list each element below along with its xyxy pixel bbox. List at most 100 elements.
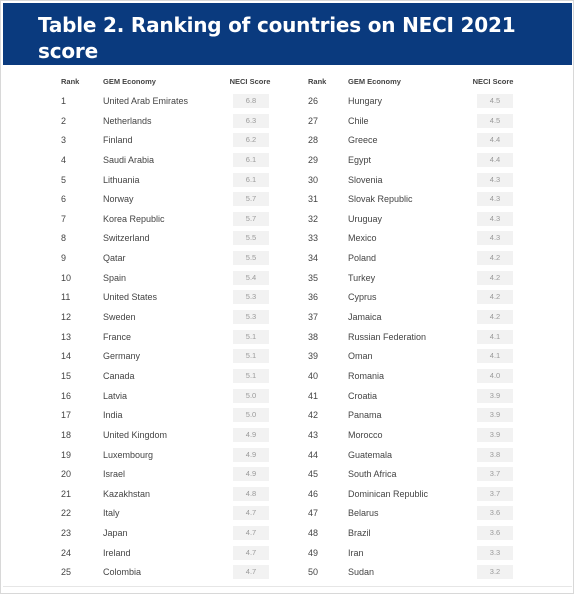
score-cell: 4.5 bbox=[477, 94, 513, 108]
column-header-economy: GEM Economy bbox=[103, 77, 156, 86]
rank-cell: 49 bbox=[308, 547, 319, 558]
rank-cell: 42 bbox=[308, 410, 319, 421]
score-cell: 3.9 bbox=[477, 388, 513, 403]
score-cell: 4.4 bbox=[477, 133, 513, 148]
economy-cell: Qatar bbox=[103, 253, 126, 264]
economy-cell: Korea Republic bbox=[103, 213, 165, 224]
score-cell: 4.7 bbox=[233, 565, 269, 580]
rank-cell: 11 bbox=[61, 292, 71, 303]
rank-cell: 2 bbox=[61, 115, 67, 126]
economy-cell: Morocco bbox=[348, 429, 383, 440]
column-header-economy: GEM Economy bbox=[348, 77, 401, 86]
economy-cell: Slovenia bbox=[348, 174, 383, 185]
economy-cell: Italy bbox=[103, 508, 120, 519]
column-header-score: NECI Score bbox=[229, 77, 271, 86]
rank-cell: 30 bbox=[308, 174, 319, 185]
column-header-score: NECI Score bbox=[472, 77, 514, 86]
economy-cell: Cyprus bbox=[348, 292, 377, 303]
score-cell: 4.3 bbox=[477, 231, 513, 246]
rank-cell: 12 bbox=[61, 312, 72, 323]
score-cell: 4.8 bbox=[233, 486, 269, 501]
rank-cell: 35 bbox=[308, 272, 319, 283]
economy-cell: Latvia bbox=[103, 390, 128, 401]
rank-cell: 38 bbox=[308, 331, 319, 342]
economy-cell: Japan bbox=[103, 528, 128, 539]
economy-cell: India bbox=[103, 410, 123, 421]
economy-cell: United Arab Emirates bbox=[103, 96, 189, 106]
score-cell: 4.7 bbox=[233, 545, 269, 560]
economy-cell: Sudan bbox=[348, 567, 375, 578]
rank-cell: 15 bbox=[61, 370, 72, 381]
rank-cell: 44 bbox=[308, 449, 319, 460]
score-cell: 3.9 bbox=[477, 408, 513, 423]
economy-cell: France bbox=[103, 331, 132, 342]
score-cell: 5.1 bbox=[233, 368, 269, 383]
economy-cell: Sweden bbox=[103, 312, 136, 323]
score-cell: 5.7 bbox=[233, 211, 269, 226]
score-cell: 5.0 bbox=[233, 388, 269, 403]
economy-cell: Luxembourg bbox=[103, 449, 154, 460]
economy-cell: Uruguay bbox=[348, 213, 383, 224]
score-cell: 4.2 bbox=[477, 290, 513, 305]
rank-cell: 39 bbox=[308, 351, 319, 362]
rank-cell: 5 bbox=[61, 174, 67, 185]
score-cell: 5.7 bbox=[233, 192, 269, 207]
score-cell: 3.9 bbox=[477, 427, 513, 442]
column-header-rank: Rank bbox=[308, 77, 327, 86]
economy-cell: United States bbox=[103, 292, 158, 303]
rank-cell: 45 bbox=[308, 469, 319, 480]
economy-cell: Croatia bbox=[348, 390, 378, 401]
score-cell: 5.3 bbox=[233, 310, 269, 325]
rank-cell: 48 bbox=[308, 528, 319, 539]
economy-cell: Colombia bbox=[103, 567, 142, 578]
economy-cell: Canada bbox=[103, 370, 135, 381]
rank-cell: 3 bbox=[61, 135, 67, 146]
score-cell: 3.8 bbox=[477, 447, 513, 462]
rank-cell: 33 bbox=[308, 233, 319, 244]
economy-cell: Jamaica bbox=[348, 312, 382, 323]
score-cell: 5.0 bbox=[233, 408, 269, 423]
economy-cell: Russian Federation bbox=[348, 331, 427, 342]
score-cell: 3.6 bbox=[477, 506, 513, 521]
economy-cell: Turkey bbox=[348, 272, 376, 283]
rank-cell: 32 bbox=[308, 213, 319, 224]
score-cell: 4.3 bbox=[477, 192, 513, 207]
economy-cell: Guatemala bbox=[348, 449, 393, 460]
economy-cell: Oman bbox=[348, 351, 373, 362]
score-cell: 4.1 bbox=[477, 329, 513, 344]
score-cell: 4.3 bbox=[477, 211, 513, 226]
score-cell: 4.4 bbox=[477, 152, 513, 167]
score-cell: 4.2 bbox=[477, 310, 513, 325]
score-cell: 5.1 bbox=[233, 329, 269, 344]
score-cell: 4.2 bbox=[477, 251, 513, 266]
score-cell: 6.1 bbox=[233, 172, 269, 187]
score-cell: 4.7 bbox=[233, 506, 269, 521]
score-cell: 4.5 bbox=[477, 113, 513, 128]
rank-cell: 50 bbox=[308, 567, 319, 578]
score-cell: 5.4 bbox=[233, 270, 269, 285]
score-cell: 4.3 bbox=[477, 172, 513, 187]
economy-cell: United Kingdom bbox=[103, 429, 168, 440]
rank-cell: 47 bbox=[308, 508, 319, 519]
score-cell: 4.9 bbox=[233, 447, 269, 462]
score-cell: 4.7 bbox=[233, 526, 269, 541]
rank-cell: 37 bbox=[308, 312, 319, 323]
bottom-divider bbox=[3, 586, 572, 587]
score-cell: 4.9 bbox=[233, 427, 269, 442]
economy-cell: Ireland bbox=[103, 547, 131, 558]
economy-cell: Lithuania bbox=[103, 174, 140, 185]
economy-cell: Netherlands bbox=[103, 115, 152, 126]
economy-cell: Panama bbox=[348, 410, 382, 421]
economy-cell: Dominican Republic bbox=[348, 488, 429, 499]
rank-cell: 43 bbox=[308, 429, 319, 440]
rank-cell: 24 bbox=[61, 547, 72, 558]
table-title: Table 2. Ranking of countries on NECI 20… bbox=[38, 13, 516, 63]
score-cell: 4.9 bbox=[233, 467, 269, 482]
economy-cell: Brazil bbox=[348, 528, 371, 539]
rank-cell: 23 bbox=[61, 528, 72, 539]
economy-cell: Belarus bbox=[348, 508, 379, 519]
rank-cell: 14 bbox=[61, 351, 72, 362]
score-cell: 4.1 bbox=[477, 349, 513, 364]
rank-cell: 8 bbox=[61, 233, 67, 244]
score-cell: 3.7 bbox=[477, 486, 513, 501]
